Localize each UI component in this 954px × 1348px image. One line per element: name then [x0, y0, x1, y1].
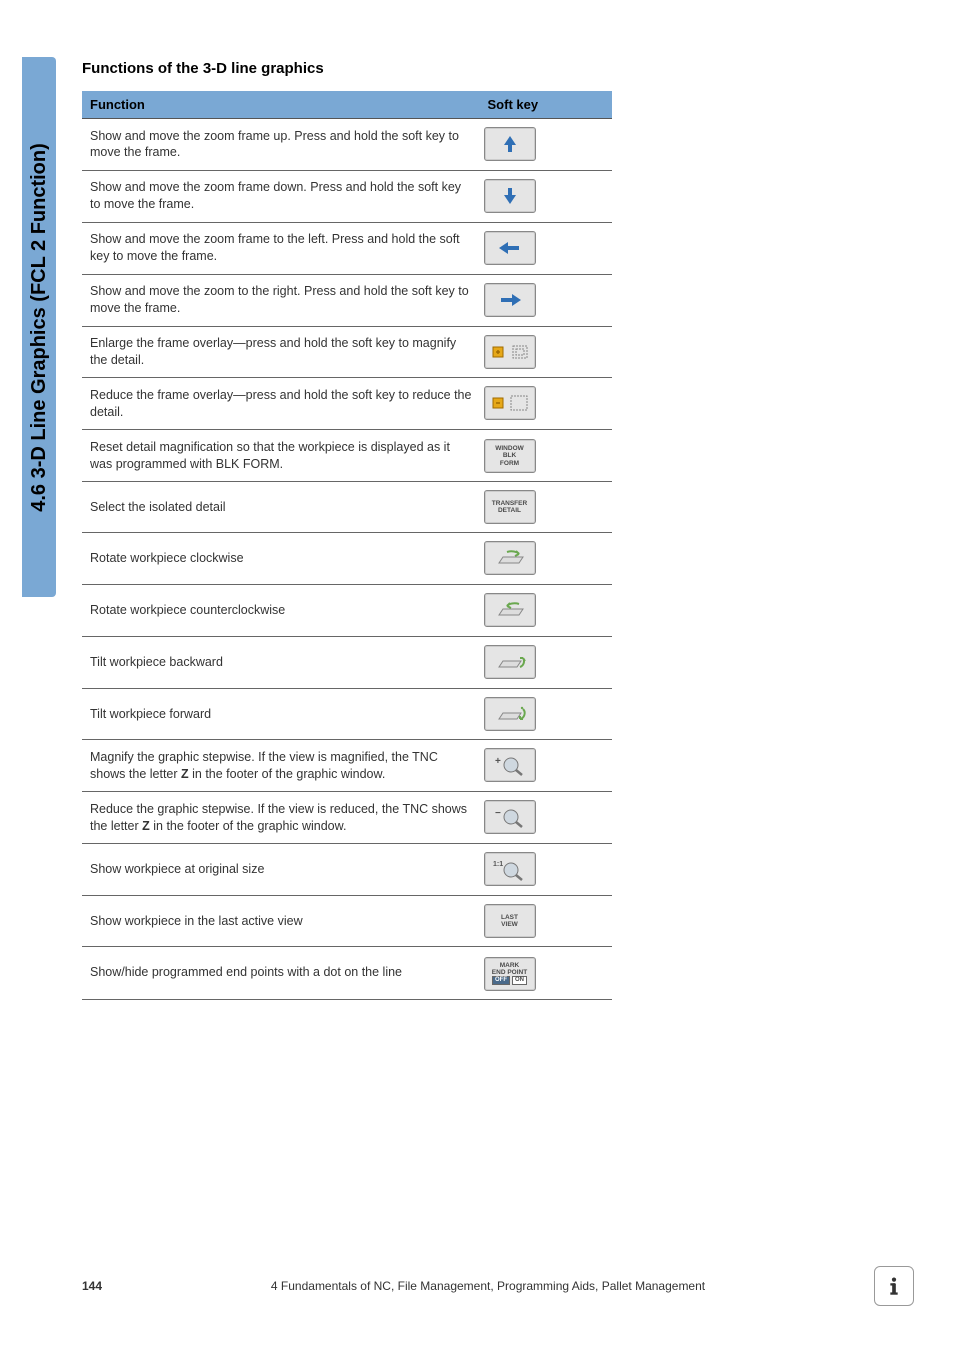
table-row: Rotate workpiece clockwise	[82, 532, 612, 584]
softkey-cell: −	[480, 792, 613, 844]
svg-text:−: −	[495, 808, 501, 819]
softkey-cell: TRANSFERDETAIL	[480, 481, 613, 532]
table-row: Reduce the graphic stepwise. If the view…	[82, 792, 612, 844]
softkey-arrow-left[interactable]	[484, 231, 536, 265]
svg-text:1:1: 1:1	[493, 861, 503, 868]
softkey-cell	[480, 532, 613, 584]
table-row: Enlarge the frame overlay—press and hold…	[82, 326, 612, 378]
softkey-magnify-step[interactable]: +	[484, 748, 536, 782]
function-cell: Rotate workpiece counterclockwise	[82, 584, 480, 636]
table-row: Reset detail magnification so that the w…	[82, 430, 612, 482]
softkey-arrow-up[interactable]	[484, 127, 536, 161]
function-table: Function Soft key Show and move the zoom…	[82, 91, 612, 1000]
softkey-cell	[480, 688, 613, 740]
softkey-arrow-down[interactable]	[484, 179, 536, 213]
chapter-title: 4 Fundamentals of NC, File Management, P…	[271, 1279, 705, 1293]
function-cell: Show and move the zoom to the right. Pre…	[82, 274, 480, 326]
softkey-cell	[480, 378, 613, 430]
function-cell: Tilt workpiece forward	[82, 688, 480, 740]
table-row: Show and move the zoom to the right. Pre…	[82, 274, 612, 326]
function-cell: Tilt workpiece backward	[82, 636, 480, 688]
softkey-cell	[480, 636, 613, 688]
table-row: Rotate workpiece counterclockwise	[82, 584, 612, 636]
softkey-one-to-one[interactable]: 1:1	[484, 852, 536, 886]
softkey-mark-endpoint[interactable]: MARKEND POINTOFFON	[484, 957, 536, 991]
function-cell: Show and move the zoom frame up. Press a…	[82, 119, 480, 171]
softkey-label: MARKEND POINTOFFON	[491, 962, 528, 985]
table-row: Tilt workpiece backward	[82, 636, 612, 688]
softkey-label: LASTVIEW	[501, 914, 518, 928]
softkey-cell: MARKEND POINTOFFON	[480, 947, 613, 999]
table-header-softkey: Soft key	[480, 91, 613, 119]
table-header-function: Function	[82, 91, 480, 119]
function-cell: Enlarge the frame overlay—press and hold…	[82, 326, 480, 378]
info-icon	[874, 1266, 914, 1306]
softkey-rotate-ccw[interactable]	[484, 593, 536, 627]
softkey-cell: +	[480, 740, 613, 792]
page-footer: 144 4 Fundamentals of NC, File Managemen…	[82, 1266, 914, 1306]
table-row: Show workpiece in the last active view LA…	[82, 896, 612, 947]
table-row: Show/hide programmed end points with a d…	[82, 947, 612, 999]
table-row: Show and move the zoom frame up. Press a…	[82, 119, 612, 171]
side-tab-label: 4.6 3-D Line Graphics (FCL 2 Function)	[28, 143, 51, 512]
function-cell: Select the isolated detail	[82, 481, 480, 532]
softkey-cell: WINDOWBLKFORM	[480, 430, 613, 482]
softkey-cell	[480, 326, 613, 378]
function-cell: Rotate workpiece clockwise	[82, 532, 480, 584]
function-cell: Show workpiece in the last active view	[82, 896, 480, 947]
softkey-window-blk[interactable]: WINDOWBLKFORM	[484, 439, 536, 473]
softkey-cell: 1:1	[480, 844, 613, 896]
function-cell: Magnify the graphic stepwise. If the vie…	[82, 740, 480, 792]
softkey-enlarge[interactable]	[484, 335, 536, 369]
table-row: Tilt workpiece forward	[82, 688, 612, 740]
table-row: Magnify the graphic stepwise. If the vie…	[82, 740, 612, 792]
softkey-cell	[480, 170, 613, 222]
function-cell: Show workpiece at original size	[82, 844, 480, 896]
function-cell: Show/hide programmed end points with a d…	[82, 947, 480, 999]
softkey-cell	[480, 584, 613, 636]
table-row: Select the isolated detail TRANSFERDETAIL	[82, 481, 612, 532]
softkey-cell	[480, 222, 613, 274]
table-row: Show and move the zoom frame down. Press…	[82, 170, 612, 222]
softkey-last-view[interactable]: LASTVIEW	[484, 904, 536, 938]
softkey-label: TRANSFERDETAIL	[492, 500, 527, 514]
softkey-reduce[interactable]	[484, 386, 536, 420]
softkey-tilt-forward[interactable]	[484, 697, 536, 731]
table-row: Show and move the zoom frame to the left…	[82, 222, 612, 274]
function-cell: Reduce the graphic stepwise. If the view…	[82, 792, 480, 844]
svg-text:+: +	[495, 756, 501, 767]
side-tab: 4.6 3-D Line Graphics (FCL 2 Function)	[22, 57, 56, 597]
softkey-cell	[480, 274, 613, 326]
page-number: 144	[82, 1279, 102, 1293]
table-row: Reduce the frame overlay—press and hold …	[82, 378, 612, 430]
function-cell: Show and move the zoom frame down. Press…	[82, 170, 480, 222]
softkey-tilt-back[interactable]	[484, 645, 536, 679]
softkey-rotate-cw[interactable]	[484, 541, 536, 575]
softkey-arrow-right[interactable]	[484, 283, 536, 317]
softkey-cell: LASTVIEW	[480, 896, 613, 947]
main-content: Functions of the 3-D line graphics Funct…	[82, 60, 612, 1000]
softkey-cell	[480, 119, 613, 171]
function-cell: Reduce the frame overlay—press and hold …	[82, 378, 480, 430]
section-heading: Functions of the 3-D line graphics	[82, 60, 612, 77]
function-cell: Reset detail magnification so that the w…	[82, 430, 480, 482]
function-cell: Show and move the zoom frame to the left…	[82, 222, 480, 274]
softkey-transfer-detail[interactable]: TRANSFERDETAIL	[484, 490, 536, 524]
table-row: Show workpiece at original size 1:1	[82, 844, 612, 896]
softkey-label: WINDOWBLKFORM	[495, 445, 524, 466]
softkey-reduce-step[interactable]: −	[484, 800, 536, 834]
